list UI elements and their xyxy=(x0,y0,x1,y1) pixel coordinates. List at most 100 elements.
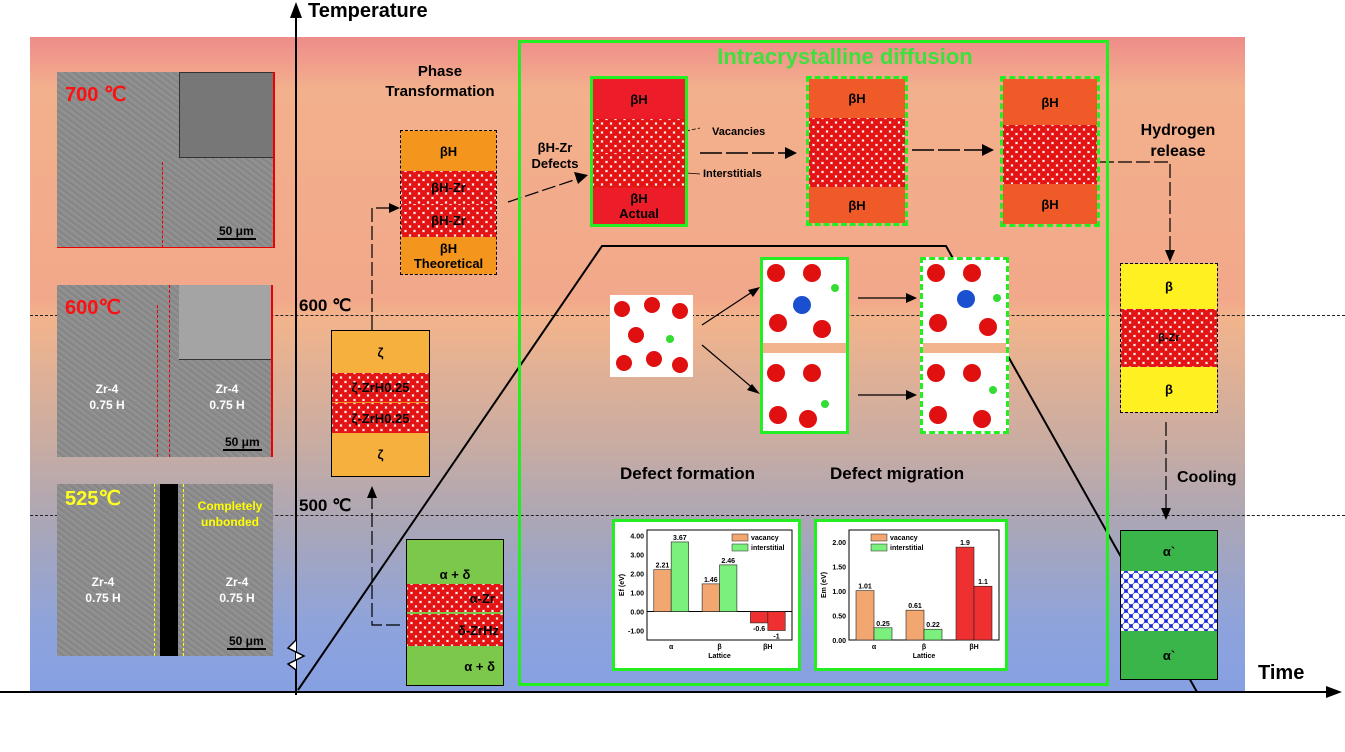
x-axis-label: Lattice xyxy=(708,653,731,660)
bar-vacancy xyxy=(750,611,769,624)
legend-label: interstitial xyxy=(751,545,785,552)
phase-label: βH xyxy=(809,79,905,118)
x-tick-label: β xyxy=(922,644,927,651)
legend-label: interstitial xyxy=(890,545,924,552)
data-label: -1 xyxy=(773,634,779,641)
heating-path-line xyxy=(297,245,1198,693)
arrow-icon xyxy=(1165,250,1175,262)
legend-swatch-vacancy xyxy=(731,533,749,542)
data-label: -0.6 xyxy=(753,626,765,633)
bar-vacancy xyxy=(701,583,720,612)
legend-swatch-vacancy xyxy=(870,533,888,542)
data-label: 2.46 xyxy=(721,558,735,565)
data-label: 3.67 xyxy=(673,535,687,542)
y-tick-label: 1.50 xyxy=(832,565,846,572)
bar-vacancy xyxy=(855,590,875,641)
arrow-icon xyxy=(906,390,917,400)
arrow-icon xyxy=(982,144,994,156)
x-tick-label: α xyxy=(872,644,877,651)
interface-line xyxy=(183,484,184,656)
y-tick-label: 4.00 xyxy=(630,534,644,541)
micrograph-700C: 700 ℃ 50 μm xyxy=(57,72,275,248)
x-tick-label: βH xyxy=(969,644,978,651)
arrow-icon xyxy=(906,293,917,303)
y-tick-label: -1.00 xyxy=(628,629,644,636)
formation-energy-chart: 4.00 3.00 2.00 1.00 0.00 -1.00 2.21 3.67 α 1.46 2.… xyxy=(612,519,801,671)
perfect-lattice-schematic xyxy=(610,295,693,377)
arrow-icon xyxy=(747,384,760,394)
phase-label: β xyxy=(1121,367,1217,412)
legend-label: vacancy xyxy=(890,535,918,542)
x-axis-arrow-icon xyxy=(1326,686,1342,698)
scale-bar: 50 μm xyxy=(227,634,266,650)
phase-label: βH xyxy=(630,191,648,206)
y-tick-label: 1.00 xyxy=(630,591,644,598)
lattice-layer: ζ-ZrH0.25 xyxy=(332,403,429,433)
sample-label-right: Zr-4 0.75 H xyxy=(219,575,255,605)
micrograph-temperature: 525℃ xyxy=(65,488,121,510)
y-tick-label: 2.00 xyxy=(630,572,644,579)
bar-interstitial xyxy=(767,611,786,631)
y-tick-label: 0.00 xyxy=(630,610,644,617)
defect-migration-schematic xyxy=(920,257,1009,434)
intracrystalline-diffusion-panel xyxy=(518,40,1109,686)
diffusion-stage-3: βH βH xyxy=(1000,76,1100,227)
data-label: 1.1 xyxy=(978,579,988,586)
arrow-icon xyxy=(785,147,797,159)
diffusion-title: Intracrystalline diffusion xyxy=(717,44,973,69)
y-tick-label: 1.00 xyxy=(832,589,846,596)
isotherm-600-label: 600 ℃ xyxy=(299,296,352,315)
lattice-layer: α-Zr xyxy=(407,584,503,612)
lattice-layer: ζ-ZrH0.25 xyxy=(332,373,429,403)
interface-line xyxy=(154,484,155,656)
migration-energy-svg: 2.00 1.50 1.00 0.50 0.00 1.01 0.25 α 0.61 0.22 β 1.… xyxy=(821,529,1000,660)
legend-swatch-interstitial xyxy=(731,543,749,552)
data-label: 0.25 xyxy=(876,621,890,628)
actual-caption: Actual xyxy=(619,206,659,221)
beta-structure: β β-Zr β xyxy=(1120,263,1218,413)
actual-structure: βH βH Actual xyxy=(590,76,688,227)
legend-label: vacancy xyxy=(751,535,779,542)
y-axis-arrow-icon xyxy=(290,2,302,18)
bar-interstitial xyxy=(670,541,689,612)
data-label: 2.21 xyxy=(656,563,670,570)
lattice-layer: δ-ZrHz xyxy=(407,614,503,646)
lattice-layer xyxy=(1121,571,1217,631)
y-tick-label: 2.00 xyxy=(832,540,846,547)
micrograph-inset xyxy=(179,72,273,158)
lattice-layer xyxy=(593,119,685,153)
phase-label: ζ xyxy=(332,433,429,476)
scale-bar: 50 μm xyxy=(223,435,262,451)
bar-vacancy xyxy=(955,546,975,641)
micrograph-temperature: 700 ℃ xyxy=(65,84,127,106)
x-tick-label: α xyxy=(669,644,674,651)
phase-label: α + δ xyxy=(464,658,495,674)
phase-label: βH xyxy=(1003,79,1097,125)
arrow-icon xyxy=(367,486,377,498)
formation-energy-svg: 4.00 3.00 2.00 1.00 0.00 -1.00 2.21 3.67 α 1.46 2.… xyxy=(619,529,793,660)
defect-formation-label: Defect formation xyxy=(620,464,756,483)
phase-label: ζ xyxy=(332,331,429,373)
bar-vacancy xyxy=(905,609,925,641)
bar-interstitial xyxy=(873,627,893,641)
arrow-icon xyxy=(389,203,400,213)
y-axis-label: Temperature xyxy=(308,0,428,22)
data-label: 1.01 xyxy=(858,584,872,591)
arrow-icon xyxy=(1161,508,1171,520)
data-label: 1.9 xyxy=(960,540,970,547)
unbonded-gap xyxy=(160,484,178,656)
phase-label: βH xyxy=(809,187,905,223)
interface-line xyxy=(169,285,170,457)
sample-label-right: Zr-4 0.75 H xyxy=(209,382,245,412)
diffusion-stage-2: βH βH xyxy=(806,76,908,226)
bar-interstitial xyxy=(719,564,738,612)
micrograph-inset xyxy=(179,285,271,360)
y-axis-label: Ef (eV) xyxy=(619,574,626,596)
x-tick-label: β xyxy=(717,644,722,651)
arrow-icon xyxy=(748,287,760,297)
micrograph-600C: 600℃ Zr-4 0.75 H Zr-4 0.75 H 50 μm xyxy=(57,285,273,457)
interface-line xyxy=(162,162,163,247)
plot-frame xyxy=(646,529,793,641)
isotherm-500-label: 500 ℃ xyxy=(299,496,352,515)
